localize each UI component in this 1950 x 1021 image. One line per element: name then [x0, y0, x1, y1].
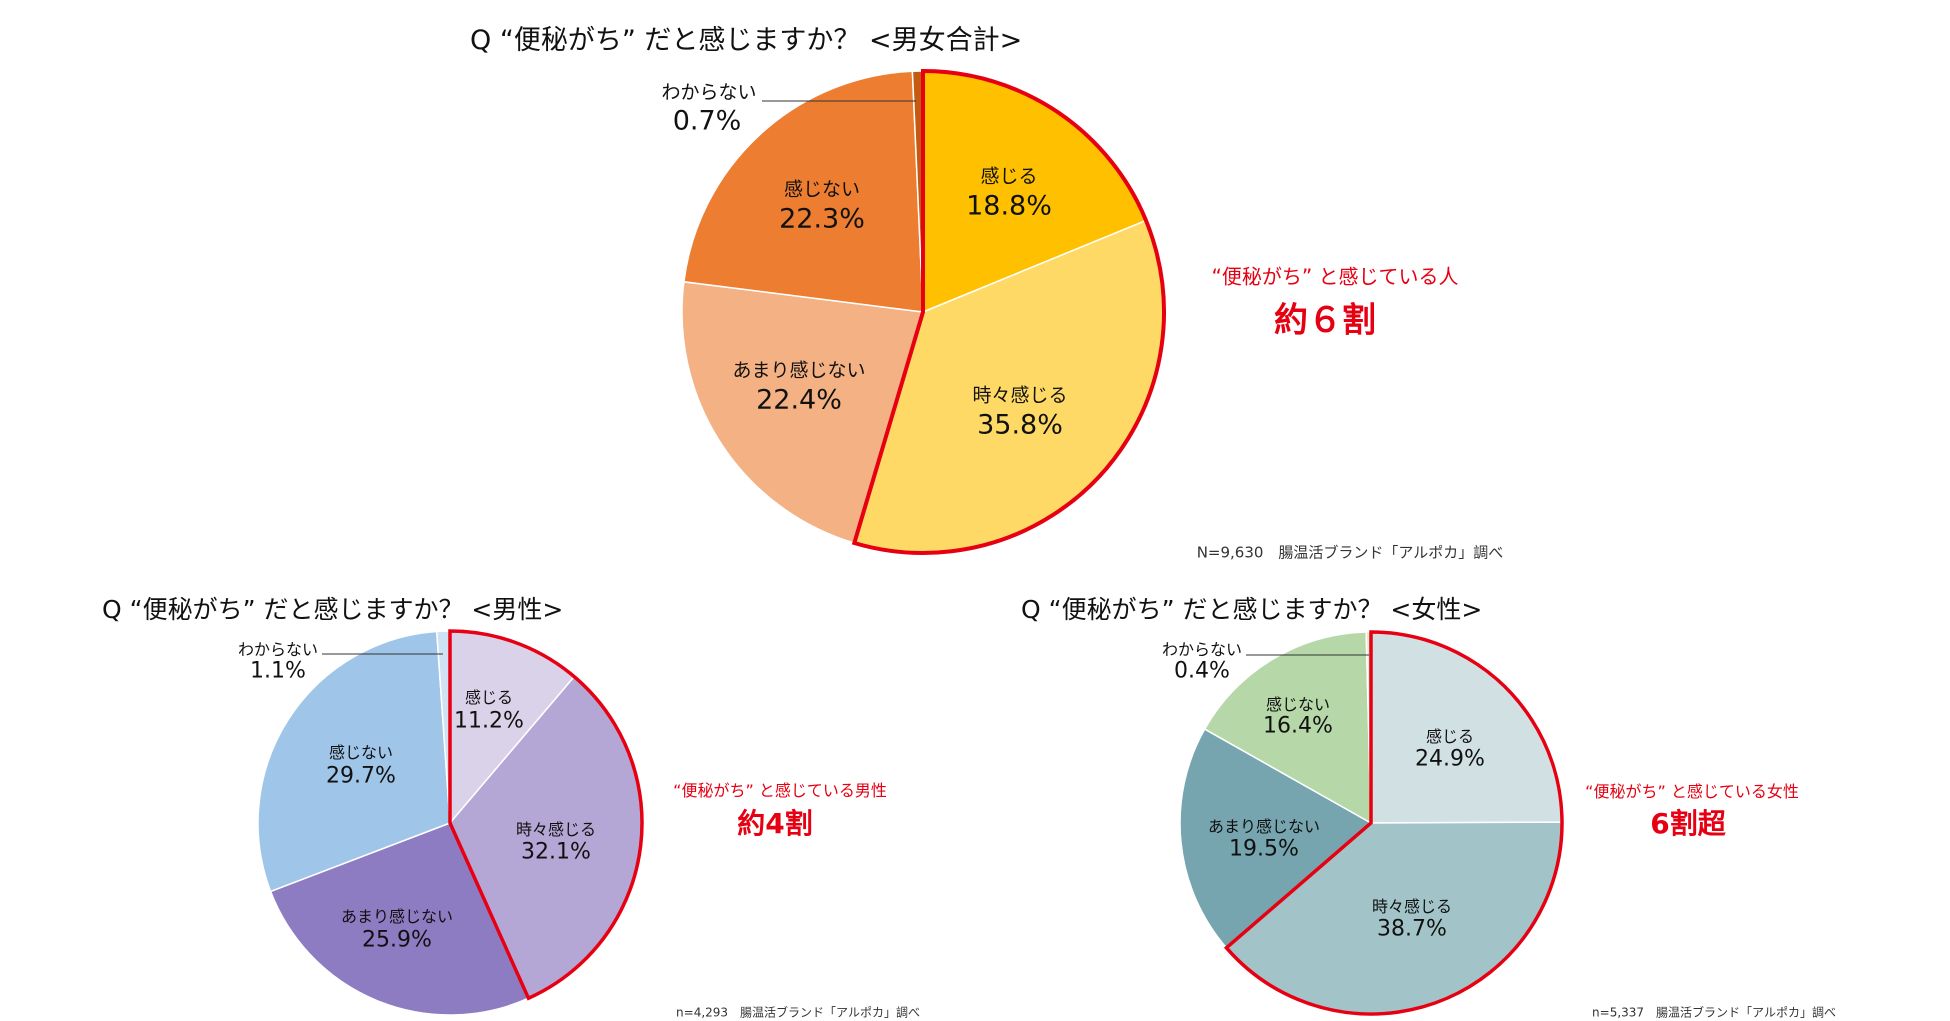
label-female-unknown: わからない — [1161, 640, 1243, 659]
label-female-rarely: あまり感じない — [1207, 817, 1321, 836]
pie-slice-female-2 — [1179, 728, 1373, 949]
label-total-sometimes: 時々感じる — [972, 384, 1068, 407]
value-female-feel: 24.9% — [1415, 746, 1485, 772]
label-male-feel: 感じる — [464, 688, 514, 707]
value-total-sometimes: 35.8% — [977, 409, 1063, 441]
value-female-sometimes: 38.7% — [1377, 916, 1447, 942]
source-female: n=5,337 腸温活ブランド「アルポカ」調べ — [1592, 1005, 1836, 1020]
label-female-not-feel: 感じない — [1265, 695, 1331, 714]
value-male-feel: 11.2% — [454, 708, 524, 734]
pie-slice-male-3 — [257, 630, 451, 893]
highlight-outline-male — [448, 629, 644, 1001]
pie-slice-total-3 — [683, 70, 924, 313]
label-female-sometimes: 時々感じる — [1371, 897, 1453, 916]
label-male-unknown: わからない — [237, 640, 319, 659]
value-male-unknown: 1.1% — [250, 658, 306, 684]
annotation-total: “便秘がち” と感じている人 — [1211, 264, 1459, 289]
value-total-rarely: 22.4% — [756, 384, 842, 416]
label-total-rarely: あまり感じない — [732, 359, 866, 382]
label-male-sometimes: 時々感じる — [515, 820, 597, 839]
chart-title-male: Q “便秘がち” だと感じますか？ <男性> — [102, 595, 564, 624]
label-male-rarely: あまり感じない — [340, 907, 454, 926]
value-total-not-feel: 22.3% — [779, 203, 865, 235]
source-total: N=9,630 腸温活ブランド「アルポカ」調べ — [1196, 543, 1504, 562]
value-male-sometimes: 32.1% — [521, 839, 591, 865]
label-male-not-feel: 感じない — [328, 743, 394, 762]
label-total-not-feel: 感じない — [783, 178, 861, 201]
pie-slice-male-2 — [269, 822, 530, 1016]
value-total-feel: 18.8% — [966, 190, 1052, 222]
value-female-unknown: 0.4% — [1174, 658, 1230, 684]
annotation-male-value: 約4割 — [737, 807, 813, 840]
label-total-feel: 感じる — [980, 165, 1038, 188]
pie-slice-female-3 — [1203, 631, 1372, 825]
annotation-female-value: 6割超 — [1650, 807, 1726, 840]
annotation-total-value: 約６割 — [1274, 300, 1376, 341]
value-female-not-feel: 16.4% — [1263, 713, 1333, 739]
source-male: n=4,293 腸温活ブランド「アルポカ」調べ — [676, 1005, 920, 1020]
highlight-outline-female — [1223, 630, 1564, 1016]
label-female-feel: 感じる — [1425, 727, 1475, 746]
value-male-rarely: 25.9% — [362, 927, 432, 953]
annotation-male: “便秘がち” と感じている男性 — [673, 781, 887, 800]
chart-title-female: Q “便秘がち” だと感じますか？ <女性> — [1021, 595, 1483, 624]
value-male-not-feel: 29.7% — [326, 763, 396, 789]
chart-title-total: Q “便秘がち” だと感じますか？ <男女合計> — [470, 25, 1023, 56]
highlight-outline-total — [851, 68, 1166, 555]
value-total-unknown: 0.7% — [672, 105, 742, 137]
annotation-female: “便秘がち” と感じている女性 — [1585, 782, 1799, 801]
pie-slice-total-2 — [681, 280, 924, 544]
value-female-rarely: 19.5% — [1229, 836, 1299, 862]
label-total-unknown: わからない — [661, 81, 757, 104]
